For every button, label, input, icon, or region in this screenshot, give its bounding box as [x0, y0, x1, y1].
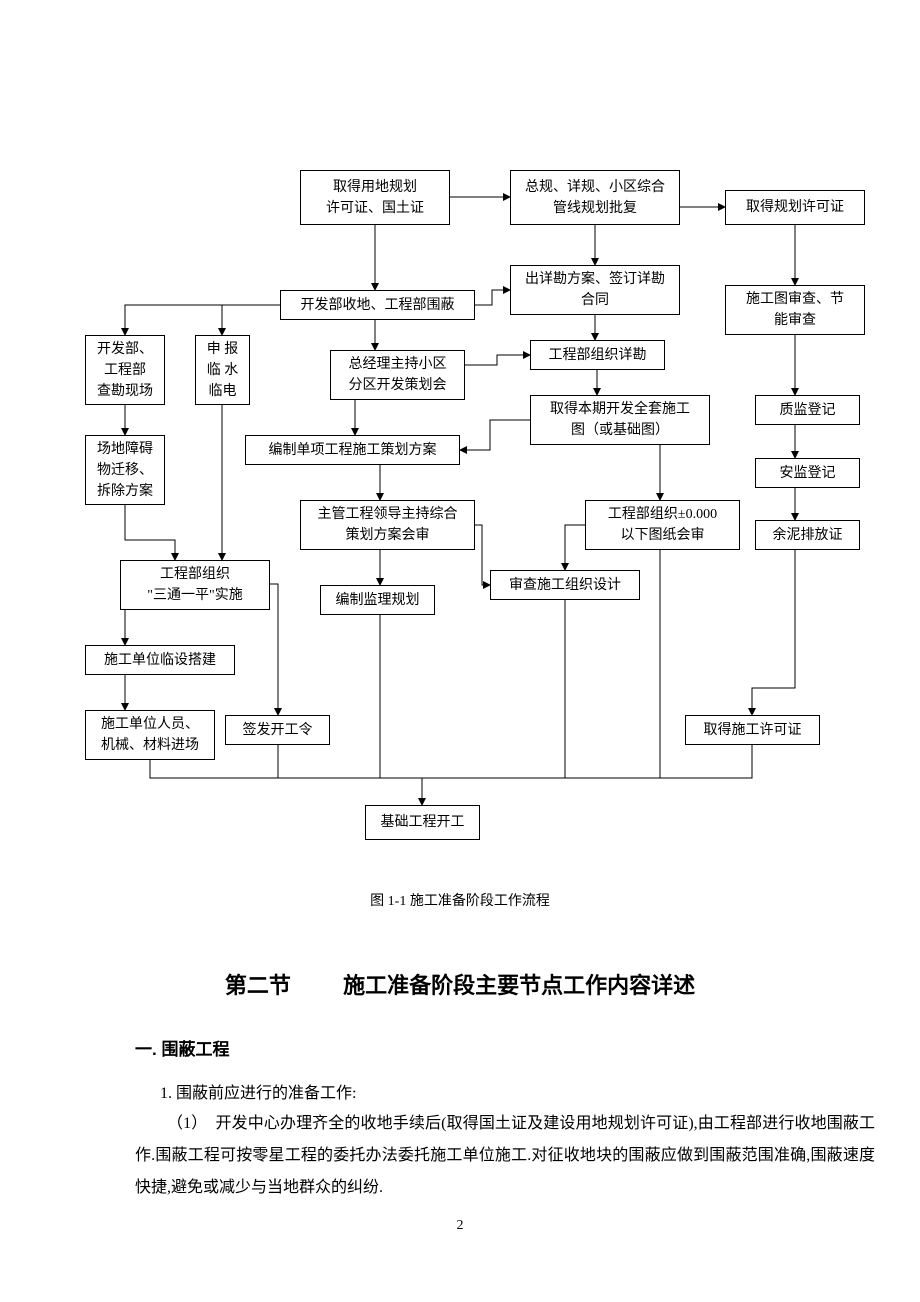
- flow-node: 取得规划许可证: [725, 190, 865, 225]
- flow-edge: [465, 355, 530, 365]
- flow-node: 工程部组织±0.000以下图纸会审: [585, 500, 740, 550]
- flow-edge: [460, 420, 530, 450]
- flow-edge: [125, 305, 280, 335]
- section-title: 施工准备阶段主要节点工作内容详述: [343, 973, 695, 998]
- flow-node: 主管工程领导主持综合策划方案会审: [300, 500, 475, 550]
- flow-node: 施工单位人员、机械、材料进场: [85, 710, 215, 760]
- section-heading: 第二节 施工准备阶段主要节点工作内容详述: [0, 968, 920, 1000]
- section-number: 第二节: [225, 973, 291, 998]
- flow-node: 施工单位临设搭建: [85, 645, 235, 675]
- paragraph-body: （1） 开发中心办理齐全的收地手续后(取得国土证及建设用地规划许可证),由工程部…: [135, 1108, 875, 1204]
- flow-node: 总规、详规、小区综合管线规划批复: [510, 170, 680, 225]
- flow-node: 总经理主持小区分区开发策划会: [330, 350, 465, 400]
- flow-node: 安监登记: [755, 458, 860, 488]
- flow-node: 审查施工组织设计: [490, 570, 640, 600]
- flow-edge: [150, 745, 752, 778]
- flow-node: 编制单项工程施工策划方案: [245, 435, 460, 465]
- paragraph-lead: 1. 围蔽前应进行的准备工作:: [160, 1078, 860, 1110]
- flow-node: 取得用地规划许可证、国土证: [300, 170, 450, 225]
- flow-node: 工程部组织"三通一平"实施: [120, 560, 270, 610]
- figure-caption: 图 1-1 施工准备阶段工作流程: [0, 890, 920, 910]
- flow-node: 工程部组织详勘: [530, 340, 665, 370]
- flow-node: 出详勘方案、签订详勘合同: [510, 265, 680, 315]
- flow-node: 签发开工令: [225, 715, 330, 745]
- flow-node: 取得本期开发全套施工图（或基础图）: [530, 395, 710, 445]
- flow-edge: [270, 584, 278, 715]
- flow-node: 施工图审查、节能审查: [725, 285, 865, 335]
- flow-node: 质监登记: [755, 395, 860, 425]
- flow-node: 余泥排放证: [755, 520, 860, 550]
- flow-edge: [565, 525, 585, 570]
- flow-node: 开发部收地、工程部围蔽: [280, 290, 475, 320]
- page: 取得用地规划许可证、国土证 总规、详规、小区综合管线规划批复 取得规划许可证开发部收…: [0, 0, 920, 1302]
- flow-edge: [125, 505, 175, 560]
- page-number: 2: [0, 1218, 920, 1234]
- subsection-heading: 一. 围蔽工程: [135, 1035, 229, 1060]
- flow-node: 取得施工许可证: [685, 715, 820, 745]
- flow-edge: [475, 290, 510, 305]
- flow-edge: [752, 550, 795, 715]
- flow-node: 申 报临 水临电: [195, 335, 250, 405]
- flow-node: 基础工程开工: [365, 805, 480, 840]
- flow-edge: [475, 525, 490, 585]
- flowchart-area: 取得用地规划许可证、国土证 总规、详规、小区综合管线规划批复 取得规划许可证开发部收…: [0, 0, 920, 860]
- flow-node: 场地障碍物迁移、拆除方案: [85, 435, 165, 505]
- flow-node: 编制监理规划: [320, 585, 435, 615]
- flow-node: 开发部、工程部查勘现场: [85, 335, 165, 405]
